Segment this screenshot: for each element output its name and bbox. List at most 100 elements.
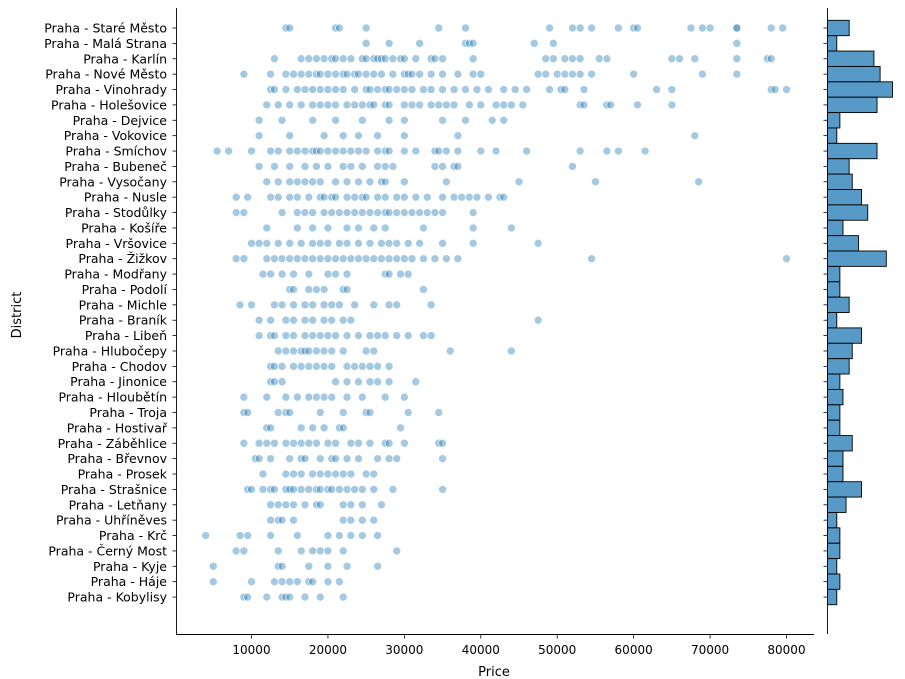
scatter-point: [342, 208, 352, 217]
scatter-point: [327, 346, 337, 356]
scatter-point: [407, 208, 417, 217]
scatter-point: [315, 331, 325, 340]
scatter-point: [369, 485, 379, 494]
scatter-point: [468, 69, 478, 79]
scatter-point: [258, 269, 268, 279]
scatter-point: [529, 39, 539, 48]
scatter-point: [308, 315, 317, 325]
scatter-point: [285, 577, 295, 586]
scatter-point: [403, 331, 413, 340]
scatter-point: [403, 408, 413, 417]
scatter-point: [315, 69, 325, 79]
scatter-point: [346, 162, 356, 171]
scatter-point: [312, 362, 321, 371]
scatter-point: [315, 485, 325, 494]
scatter-point: [239, 392, 249, 402]
scatter-point: [315, 500, 325, 510]
scatter-point: [419, 254, 428, 264]
scatter-point: [373, 85, 382, 94]
scatter-point: [732, 23, 742, 33]
scatter-point: [277, 254, 287, 264]
scatter-point: [342, 100, 352, 110]
scatter-point: [327, 208, 337, 217]
scatter-point: [335, 577, 344, 586]
scatter-point: [296, 546, 306, 556]
histogram-bar: [827, 512, 838, 529]
scatter-point: [449, 100, 459, 110]
scatter-point: [293, 146, 302, 156]
scatter-point: [327, 300, 337, 310]
histogram-bar: [827, 481, 862, 498]
scatter-point: [266, 531, 275, 540]
scatter-point: [442, 100, 451, 110]
scatter-point: [331, 146, 340, 156]
scatter-point: [354, 69, 363, 79]
y-tick-label: Praha - Letňany: [69, 497, 168, 512]
scatter-point: [323, 69, 333, 79]
scatter-point: [686, 23, 696, 33]
scatter-point: [273, 192, 283, 202]
y-tick-label: Praha - Libeň: [85, 328, 167, 343]
scatter-point: [365, 438, 375, 448]
scatter-point: [476, 100, 486, 110]
scatter-point: [323, 561, 333, 571]
scatter-point: [453, 131, 463, 140]
y-tick-label: Praha - Košíře: [81, 220, 167, 235]
scatter-point: [304, 362, 314, 371]
scatter-point: [732, 39, 742, 48]
scatter-point: [465, 100, 474, 110]
scatter-point: [614, 146, 623, 156]
scatter-point: [342, 223, 352, 233]
scatter-point: [323, 331, 333, 340]
scatter-point: [270, 577, 279, 586]
histogram-bar: [827, 50, 875, 67]
scatter-point: [262, 254, 272, 264]
scatter-point: [400, 54, 409, 64]
scatter-point: [419, 285, 428, 294]
scatter-point: [342, 192, 352, 202]
scatter-point: [426, 69, 436, 79]
x-tick-label: 70000: [691, 643, 729, 657]
scatter-point: [281, 438, 291, 448]
scatter-point: [231, 546, 241, 556]
scatter-point: [373, 531, 382, 540]
scatter-point: [426, 100, 436, 110]
scatter-point: [335, 300, 344, 310]
scatter-point: [400, 254, 409, 264]
histogram-bar: [827, 312, 838, 329]
histogram-bar: [827, 35, 838, 52]
scatter-point: [212, 146, 222, 156]
scatter-point: [422, 192, 432, 202]
histogram-bar: [827, 19, 850, 37]
scatter-point: [426, 85, 436, 94]
scatter-point: [358, 115, 367, 125]
scatter-point: [694, 177, 703, 187]
scatter-point: [373, 131, 382, 140]
scatter-point: [411, 54, 421, 64]
scatter-point: [262, 100, 272, 110]
scatter-point: [273, 500, 283, 510]
scatter-point: [300, 146, 310, 156]
scatter-point: [239, 69, 249, 79]
scatter-point: [254, 239, 264, 248]
scatter-point: [587, 254, 596, 264]
scatter-point: [304, 438, 314, 448]
scatter-point: [732, 69, 742, 79]
scatter-point: [342, 485, 352, 494]
y-tick-label: Praha - Malá Strana: [44, 36, 167, 51]
scatter-point: [308, 331, 317, 340]
scatter-point: [293, 177, 302, 187]
scatter-point: [468, 208, 478, 217]
scatter-point: [579, 85, 589, 94]
y-tick-label: Praha - Uhříněves: [56, 513, 167, 528]
scatter-point: [338, 423, 348, 433]
scatter-point: [304, 69, 314, 79]
scatter-point: [384, 362, 394, 371]
scatter-point: [319, 192, 329, 202]
scatter-point: [323, 100, 333, 110]
histogram-bar: [827, 296, 850, 313]
scatter-point: [361, 39, 371, 48]
scatter-point: [319, 423, 329, 433]
scatter-point: [331, 331, 340, 340]
